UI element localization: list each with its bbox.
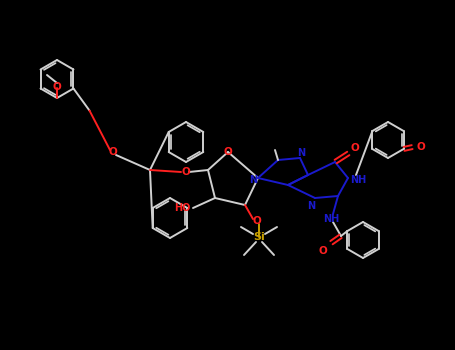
Text: Si: Si: [253, 232, 265, 242]
Text: N: N: [307, 201, 315, 211]
Text: O: O: [109, 147, 117, 157]
Text: N: N: [297, 148, 305, 158]
Text: NH: NH: [350, 175, 366, 185]
Text: O: O: [416, 142, 425, 152]
Text: HO: HO: [174, 203, 190, 213]
Text: O: O: [318, 246, 328, 256]
Text: O: O: [223, 147, 233, 157]
Text: O: O: [53, 82, 61, 92]
Text: O: O: [182, 167, 190, 177]
Text: O: O: [253, 216, 261, 226]
Text: NH: NH: [323, 214, 339, 224]
Text: O: O: [351, 143, 359, 153]
Text: N: N: [249, 175, 257, 185]
